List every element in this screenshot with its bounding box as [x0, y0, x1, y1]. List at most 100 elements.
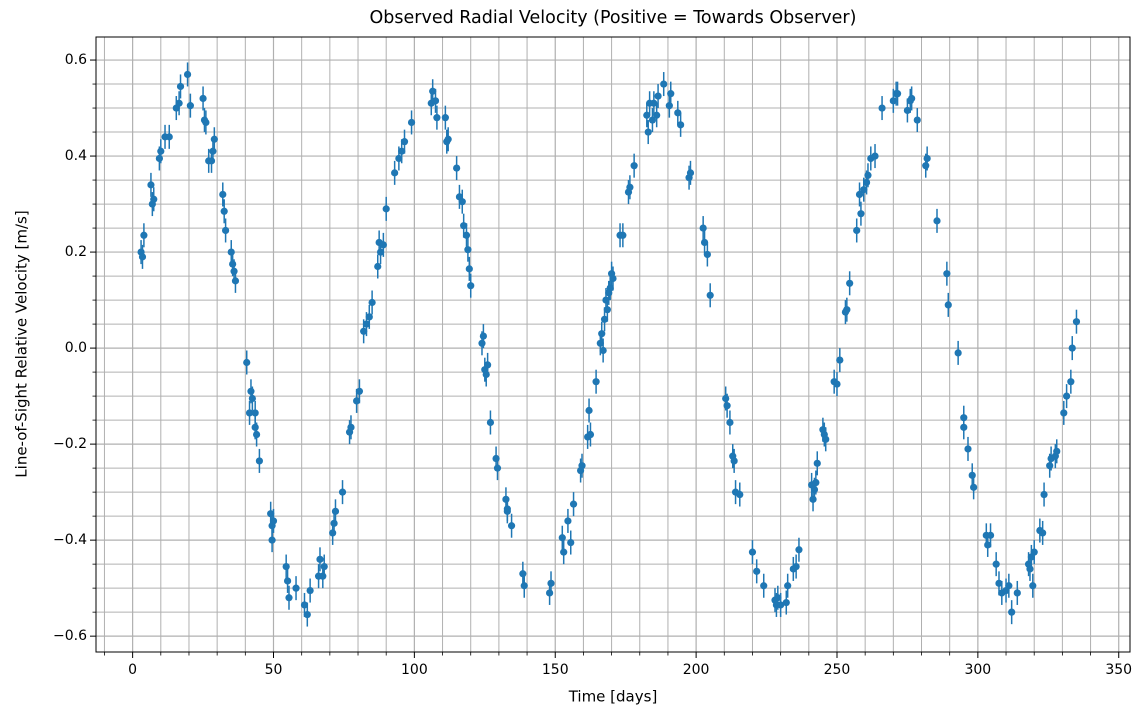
y-tick-label: 0.6 — [65, 52, 87, 68]
data-point — [960, 423, 968, 431]
data-point — [306, 586, 314, 595]
data-point — [453, 164, 461, 172]
data-point — [546, 589, 554, 597]
data-point — [1005, 582, 1013, 590]
chart-title: Observed Radial Velocity (Positive = Tow… — [370, 8, 857, 28]
data-point — [913, 116, 921, 124]
data-point — [822, 435, 830, 443]
x-tick-label: 300 — [964, 662, 991, 678]
data-point — [686, 169, 695, 177]
data-point — [374, 262, 382, 271]
plot-frame — [95, 36, 1131, 653]
data-point — [954, 349, 962, 357]
data-point — [467, 282, 475, 290]
data-point — [833, 380, 841, 388]
data-point — [407, 118, 416, 127]
data-point — [478, 339, 486, 347]
data-point — [748, 548, 757, 556]
data-point — [846, 279, 854, 287]
data-point — [486, 418, 495, 427]
data-point — [784, 582, 792, 590]
data-point — [782, 598, 790, 607]
x-tick-label: 350 — [1105, 662, 1132, 678]
data-point — [138, 253, 147, 261]
data-point — [247, 387, 255, 395]
data-point — [222, 226, 230, 235]
data-point — [379, 241, 387, 249]
data-point — [922, 162, 930, 170]
data-point — [479, 332, 487, 340]
data-point — [812, 478, 820, 487]
data-point — [908, 94, 916, 103]
data-point — [813, 459, 821, 467]
data-point — [853, 226, 861, 235]
data-point — [140, 231, 148, 239]
data-point — [964, 445, 972, 453]
data-point — [441, 114, 449, 122]
data-point — [186, 102, 194, 110]
data-point — [862, 178, 871, 187]
data-point — [347, 423, 355, 431]
data-point — [644, 128, 652, 136]
data-point — [699, 224, 707, 232]
data-point — [736, 490, 744, 499]
data-point — [677, 121, 685, 129]
x-tick-label: 150 — [542, 662, 569, 678]
y-tick-label: −0.2 — [53, 436, 87, 452]
data-point — [395, 154, 403, 163]
data-point — [269, 517, 278, 525]
data-point — [1040, 490, 1048, 499]
data-point — [493, 464, 502, 472]
data-point — [251, 423, 259, 431]
data-point — [578, 462, 586, 470]
data-point — [519, 570, 527, 578]
data-point — [992, 560, 1000, 568]
data-point — [722, 394, 730, 403]
data-point — [1063, 392, 1071, 400]
data-point — [1072, 318, 1081, 326]
y-tick-label: 0.2 — [65, 244, 87, 260]
data-point — [592, 378, 600, 386]
data-point — [923, 154, 931, 163]
data-point — [165, 133, 173, 141]
data-point — [774, 594, 782, 602]
data-point — [331, 507, 340, 515]
data-point — [984, 541, 992, 549]
data-point — [183, 70, 192, 79]
data-point — [792, 562, 800, 571]
data-point — [251, 409, 259, 417]
data-point — [933, 217, 941, 225]
data-point — [355, 387, 364, 395]
data-point — [319, 572, 327, 580]
data-point — [433, 114, 441, 122]
data-point — [1026, 565, 1034, 573]
data-point — [760, 582, 768, 590]
data-point — [484, 361, 492, 369]
data-point — [864, 171, 872, 179]
data-point — [320, 562, 328, 571]
data-point — [482, 370, 490, 379]
data-point — [176, 82, 185, 91]
data-point — [706, 291, 714, 299]
data-point — [210, 135, 218, 143]
data-point — [458, 198, 466, 206]
data-point — [586, 430, 595, 439]
data-point — [560, 548, 568, 556]
data-point — [329, 529, 337, 537]
data-point — [1060, 409, 1068, 417]
data-point — [855, 190, 864, 199]
data-point — [843, 306, 851, 314]
data-point — [300, 601, 309, 609]
data-point — [462, 231, 471, 239]
data-point — [199, 94, 207, 103]
data-point — [268, 536, 276, 544]
data-point — [362, 320, 371, 328]
data-point — [382, 205, 390, 213]
data-point — [703, 250, 711, 259]
data-point — [648, 116, 657, 124]
data-point — [147, 181, 155, 189]
data-point — [465, 265, 473, 273]
data-point — [227, 248, 235, 256]
y-tick-label: 0.0 — [65, 340, 87, 356]
data-point — [1013, 589, 1021, 597]
